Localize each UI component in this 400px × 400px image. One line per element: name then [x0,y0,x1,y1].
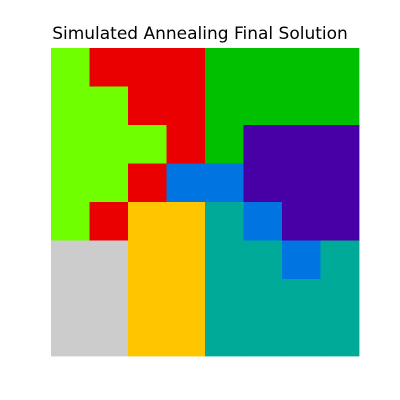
heatmap-cell [243,279,283,318]
heatmap-cell [243,163,283,203]
heatmap-cell [89,163,129,203]
heatmap-cell [282,240,321,280]
heatmap-cell [128,86,167,126]
heatmap-cell [243,240,283,280]
heatmap-cells [51,48,360,357]
heatmap-cell [166,163,206,203]
heatmap-cell [320,202,360,241]
heatmap-cell [51,279,90,318]
heatmap-cell [128,48,167,87]
heatmap-cell [166,48,206,87]
heatmap-cell [243,202,283,241]
heatmap-cell [89,317,129,357]
heatmap-cell [243,317,283,357]
heatmap-cell [320,86,360,126]
heatmap-cell [205,48,244,87]
heatmap-cell [166,279,206,318]
heatmap-cell [320,279,360,318]
heatmap-cell [243,48,283,87]
heatmap-cell [205,125,244,164]
heatmap-cell [128,279,167,318]
heatmap-cell [320,125,360,164]
heatmap-cell [89,86,129,126]
heatmap-cell [205,317,244,357]
heatmap-cell [320,48,360,87]
heatmap-cell [282,317,321,357]
chart-title: Simulated Annealing Final Solution [52,24,348,44]
heatmap-cell [89,279,129,318]
heatmap-cell [205,202,244,241]
heatmap-cell [166,86,206,126]
heatmap-cell [89,48,129,87]
heatmap-cell [89,240,129,280]
heatmap-cell [166,125,206,164]
heatmap-cell [205,86,244,126]
heatmap-cell [320,240,360,280]
heatmap-cell [51,48,90,87]
heatmap-cell [51,125,90,164]
heatmap-cell [205,163,244,203]
heatmap-cell [320,317,360,357]
heatmap-cell [89,202,129,241]
heatmap-cell [205,240,244,280]
heatmap-cell [282,279,321,318]
heatmap-cell [128,240,167,280]
heatmap-cell [128,202,167,241]
heatmap-cell [51,202,90,241]
heatmap-cell [282,48,321,87]
heatmap-cell [282,125,321,164]
heatmap-cell [128,317,167,357]
heatmap-cell [282,163,321,203]
heatmap-cell [51,86,90,126]
heatmap-cell [243,86,283,126]
heatmap-cell [128,125,167,164]
heatmap-cell [51,240,90,280]
heatmap-cell [89,125,129,164]
heatmap-cell [166,202,206,241]
heatmap-cell [51,163,90,203]
heatmap-cell [51,317,90,357]
heatmap-cell [166,240,206,280]
heatmap-cell [128,163,167,203]
heatmap-cell [166,317,206,357]
heatmap-cell [243,125,283,164]
heatmap-cell [205,279,244,318]
heatmap-cell [282,202,321,241]
heatmap-cell [320,163,360,203]
heatmap-cell [282,86,321,126]
